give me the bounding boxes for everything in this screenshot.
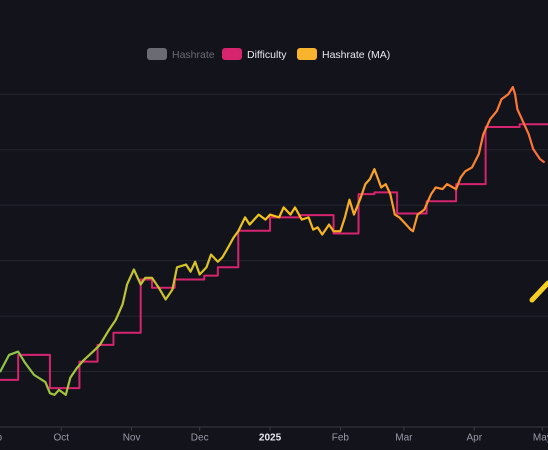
x-tick-label: Apr bbox=[466, 433, 482, 444]
x-axis: Sep Oct Nov Dec 2025 Feb Mar Apr May bbox=[0, 427, 548, 444]
projection-stub bbox=[529, 280, 548, 303]
legend-label[interactable]: Hashrate bbox=[172, 49, 215, 61]
x-tick-label: Dec bbox=[191, 433, 209, 444]
x-tick-label: Mar bbox=[395, 433, 413, 444]
legend-swatch[interactable] bbox=[222, 48, 242, 60]
legend: Hashrate Difficulty Hashrate (MA) bbox=[147, 48, 390, 61]
grid bbox=[0, 93, 548, 428]
x-tick-label: Oct bbox=[53, 433, 69, 444]
legend-label[interactable]: Hashrate (MA) bbox=[322, 49, 390, 61]
legend-swatch[interactable] bbox=[147, 48, 167, 60]
line bbox=[0, 85, 546, 396]
legend-swatch[interactable] bbox=[297, 48, 317, 60]
x-tick-label: 2025 bbox=[259, 433, 282, 444]
plot bbox=[0, 85, 548, 396]
x-tick-label: Sep bbox=[0, 433, 3, 444]
x-tick-label: May bbox=[533, 433, 548, 444]
x-tick-label: Feb bbox=[332, 433, 350, 444]
x-tick-label: Nov bbox=[123, 433, 141, 444]
legend-label[interactable]: Difficulty bbox=[247, 49, 287, 61]
